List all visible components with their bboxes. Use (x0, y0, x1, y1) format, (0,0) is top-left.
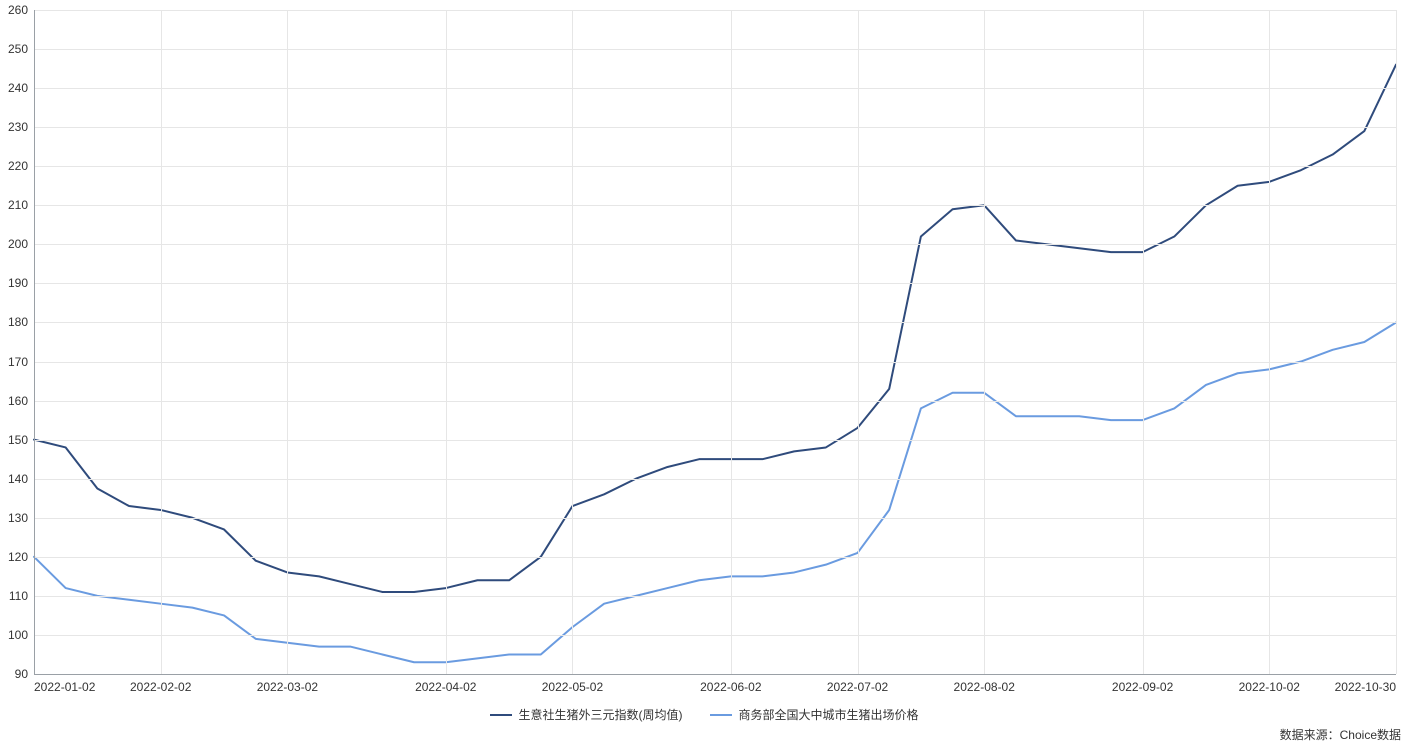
gridline-horizontal (34, 518, 1396, 519)
y-tick-label: 200 (8, 237, 28, 251)
y-tick-label: 220 (8, 159, 28, 173)
gridline-horizontal (34, 674, 1396, 675)
legend-item: 商务部全国大中城市生猪出场价格 (710, 706, 918, 723)
y-tick-label: 100 (8, 628, 28, 642)
gridline-horizontal (34, 127, 1396, 128)
gridline-vertical (731, 10, 732, 674)
x-tick-label: 2022-04-02 (415, 680, 476, 694)
x-tick-label: 2022-07-02 (827, 680, 888, 694)
x-tick-label: 2022-10-02 (1239, 680, 1300, 694)
x-tick-label: 2022-09-02 (1112, 680, 1173, 694)
plot-area: 9010011012013014015016017018019020021022… (34, 10, 1396, 674)
gridline-vertical (984, 10, 985, 674)
gridline-vertical (34, 10, 35, 674)
y-tick-label: 150 (8, 433, 28, 447)
y-tick-label: 250 (8, 42, 28, 56)
legend-item: 生意社生猪外三元指数(周均值) (490, 706, 682, 723)
x-tick-label: 2022-05-02 (542, 680, 603, 694)
y-tick-label: 140 (8, 472, 28, 486)
gridline-horizontal (34, 322, 1396, 323)
gridline-horizontal (34, 635, 1396, 636)
x-tick-label: 2022-03-02 (257, 680, 318, 694)
gridline-vertical (1143, 10, 1144, 674)
gridline-horizontal (34, 244, 1396, 245)
series-line (34, 65, 1396, 592)
y-tick-label: 240 (8, 81, 28, 95)
gridline-horizontal (34, 88, 1396, 89)
x-tick-label: 2022-10-30 (1335, 680, 1396, 694)
gridline-vertical (1269, 10, 1270, 674)
gridline-horizontal (34, 10, 1396, 11)
y-tick-label: 110 (9, 589, 28, 603)
gridline-horizontal (34, 401, 1396, 402)
y-tick-label: 260 (8, 3, 28, 17)
series-lines (34, 10, 1396, 674)
gridline-horizontal (34, 362, 1396, 363)
y-tick-label: 130 (8, 511, 28, 525)
data-source-text: 数据来源：Choice数据 (1280, 728, 1401, 742)
x-tick-label: 2022-02-02 (130, 680, 191, 694)
gridline-horizontal (34, 166, 1396, 167)
legend-swatch (490, 714, 512, 716)
gridline-horizontal (34, 283, 1396, 284)
legend-swatch (710, 714, 732, 716)
gridline-horizontal (34, 440, 1396, 441)
legend-label: 商务部全国大中城市生猪出场价格 (738, 706, 918, 723)
data-source-label: 数据来源：Choice数据 (1280, 726, 1401, 743)
y-tick-label: 180 (8, 315, 28, 329)
gridline-horizontal (34, 49, 1396, 50)
gridline-horizontal (34, 596, 1396, 597)
legend-label: 生意社生猪外三元指数(周均值) (518, 706, 682, 723)
gridline-horizontal (34, 205, 1396, 206)
gridline-vertical (858, 10, 859, 674)
gridline-vertical (161, 10, 162, 674)
y-tick-label: 160 (8, 394, 28, 408)
x-tick-label: 2022-01-02 (34, 680, 95, 694)
pig-price-line-chart: 90 100 110 120 130 140 150 160 170 180 190 200 210 22… (0, 0, 1409, 744)
gridline-vertical (446, 10, 447, 674)
y-tick-label: 230 (8, 120, 28, 134)
y-tick-label: 120 (8, 550, 28, 564)
gridline-vertical (287, 10, 288, 674)
legend: 生意社生猪外三元指数(周均值) 商务部全国大中城市生猪出场价格 (0, 706, 1409, 723)
series-line (34, 322, 1396, 662)
y-tick-label: 210 (8, 198, 28, 212)
gridline-vertical (572, 10, 573, 674)
y-tick-label: 90 (15, 667, 28, 681)
gridline-horizontal (34, 479, 1396, 480)
x-tick-label: 2022-06-02 (700, 680, 761, 694)
x-tick-label: 2022-08-02 (954, 680, 1015, 694)
gridline-vertical (1396, 10, 1397, 674)
y-tick-label: 190 (8, 276, 28, 290)
gridline-horizontal (34, 557, 1396, 558)
y-tick-label: 170 (8, 355, 28, 369)
